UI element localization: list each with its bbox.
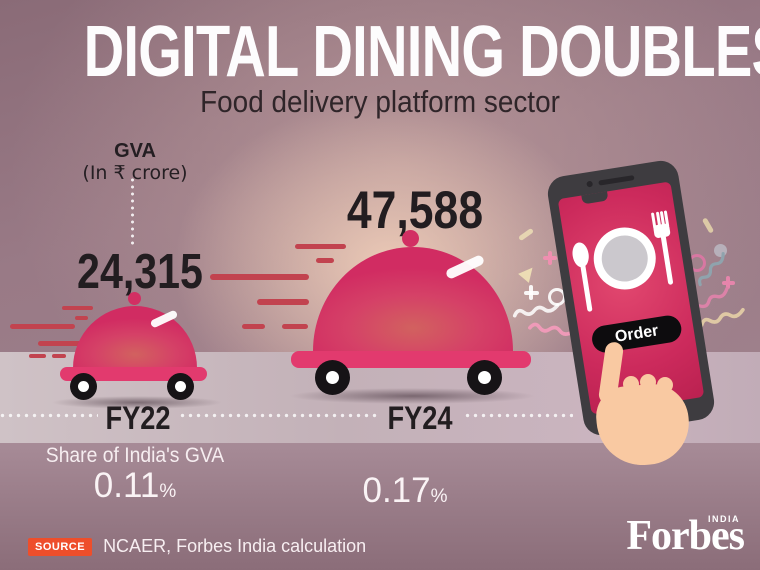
spoon-icon (579, 263, 593, 313)
speed-line (316, 258, 334, 263)
speed-line (257, 299, 309, 305)
leader-dotted-line (130, 178, 135, 248)
cloche-dome-icon (73, 306, 197, 368)
speed-line (295, 244, 346, 249)
measure-name: GVA (114, 140, 156, 162)
baseline-dotted-line (465, 413, 573, 418)
baseline-dotted-line (180, 413, 380, 418)
confetti-dash-icon (701, 217, 715, 234)
plate-icon (589, 223, 661, 294)
speed-line (38, 341, 81, 346)
value-fy24: 47,588 (346, 181, 484, 240)
confetti-squiggle-icon (698, 252, 725, 287)
source-badge: SOURCE (28, 537, 93, 556)
category-fy22: FY22 (105, 400, 171, 436)
phone-speaker-icon (598, 175, 635, 186)
cart-tray (291, 351, 531, 368)
page-title: DIGITAL DINING DOUBLES (83, 12, 760, 92)
speed-line (282, 324, 308, 329)
confetti-triangle-icon (518, 263, 538, 283)
category-fy24: FY24 (387, 400, 453, 436)
share-label: Share of India's GVA (45, 444, 225, 467)
source-row: SOURCE NCAER, Forbes India calculation (28, 536, 366, 557)
forbes-logo: INDIA Forbes (626, 513, 745, 559)
speed-line (210, 274, 309, 280)
source-text: NCAER, Forbes India calculation (103, 536, 367, 556)
speed-line (242, 324, 265, 329)
wheel-icon (315, 360, 350, 395)
confetti-squiggle-icon (699, 307, 745, 328)
cloche-knob (402, 230, 419, 247)
speed-line (62, 306, 93, 310)
share-value-fy24: 0.17% (362, 471, 448, 510)
forbes-wordmark: Forbes (626, 513, 745, 559)
share-value-fy22: 0.11% (93, 466, 177, 505)
speed-line (75, 316, 88, 320)
measure-unit: (In ₹ crore) (82, 162, 188, 184)
wheel-icon (167, 373, 194, 400)
speed-line (52, 354, 66, 358)
order-button[interactable]: Order (590, 313, 684, 355)
phone-camera-icon (586, 180, 594, 188)
value-fy22: 24,315 (77, 245, 203, 299)
wheel-icon (467, 360, 502, 395)
baseline-dotted-line (0, 413, 98, 418)
confetti-squiggle-icon (528, 322, 576, 336)
page-subtitle: Food delivery platform sector (200, 84, 560, 119)
measure-label: GVA (In ₹ crore) (65, 140, 205, 185)
phone-notch (581, 191, 609, 205)
speed-line (29, 354, 46, 358)
cloche-knob (128, 292, 141, 305)
speed-line (10, 324, 75, 329)
forbes-india-tag: INDIA (708, 514, 740, 524)
wheel-icon (70, 373, 97, 400)
confetti-squiggle-icon (512, 303, 560, 318)
